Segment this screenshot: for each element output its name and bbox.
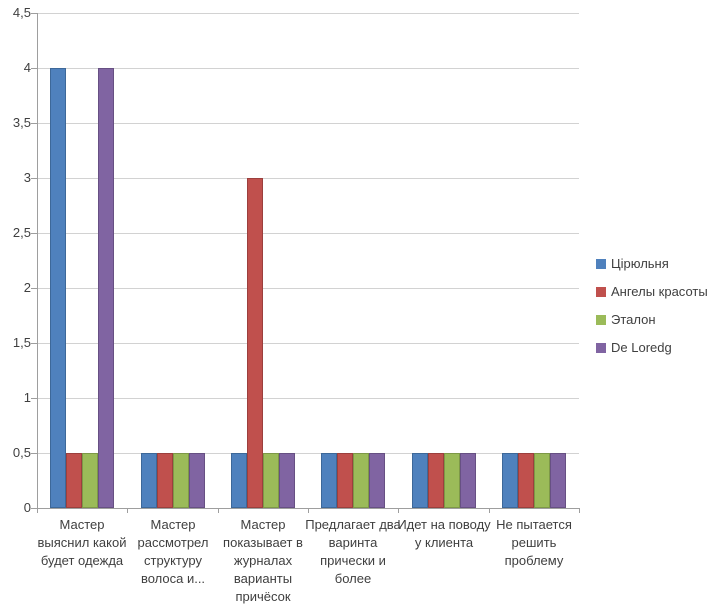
y-tick xyxy=(31,68,37,69)
y-tick xyxy=(31,398,37,399)
y-tick-label: 1,5 xyxy=(12,335,31,350)
bar-De Loredg-cat5 xyxy=(460,453,476,508)
x-tick xyxy=(489,508,490,513)
x-tick xyxy=(37,508,38,513)
plot-area xyxy=(37,13,579,508)
bar-Эталон-cat3 xyxy=(263,453,279,508)
y-tick xyxy=(31,343,37,344)
x-category-label: Идет на поводу у клиента xyxy=(397,517,491,550)
x-tick xyxy=(308,508,309,513)
legend-swatch-De Loredg xyxy=(596,342,606,353)
bar-De Loredg-cat3 xyxy=(279,453,295,508)
legend: Цірюльня Ангелы красоты Эталон De Loredg xyxy=(596,254,708,366)
bar-Цірюльня-cat2 xyxy=(141,453,157,508)
x-tick xyxy=(218,508,219,513)
bar-Ангелы красоты-cat2 xyxy=(157,453,173,508)
legend-item: Цірюльня xyxy=(596,254,708,273)
y-tick xyxy=(31,453,37,454)
x-category-label: Предлагает два варинта прически и более xyxy=(305,517,401,586)
bar-Ангелы красоты-cat5 xyxy=(428,453,444,508)
y-tick-label: 0 xyxy=(23,500,31,515)
bar-Цірюльня-cat3 xyxy=(231,453,247,508)
bar-Цірюльня-cat6 xyxy=(502,453,518,508)
bar-Ангелы красоты-cat3 xyxy=(247,178,263,508)
gridline xyxy=(37,288,579,289)
legend-item: De Loredg xyxy=(596,338,708,357)
legend-swatch-Эталон xyxy=(596,314,606,325)
y-tick xyxy=(31,178,37,179)
y-tick xyxy=(31,123,37,124)
y-tick-label: 2 xyxy=(23,280,31,295)
legend-label: Ангелы красоты xyxy=(611,284,708,299)
legend-item: Ангелы красоты xyxy=(596,282,708,301)
legend-label: De Loredg xyxy=(611,340,672,355)
y-tick-label: 1 xyxy=(23,390,31,405)
bar-Эталон-cat5 xyxy=(444,453,460,508)
bar-Эталон-cat1 xyxy=(82,453,98,508)
legend-swatch-Ангелы красоты xyxy=(596,286,606,297)
x-tick xyxy=(579,508,580,513)
y-tick xyxy=(31,233,37,234)
bar-Цірюльня-cat4 xyxy=(321,453,337,508)
gridline xyxy=(37,13,579,14)
bar-Ангелы красоты-cat6 xyxy=(518,453,534,508)
bar-De Loredg-cat2 xyxy=(189,453,205,508)
gridline xyxy=(37,68,579,69)
gridline xyxy=(37,453,579,454)
y-tick-label: 3,5 xyxy=(12,115,31,130)
legend-label: Цірюльня xyxy=(611,256,669,271)
gridline xyxy=(37,343,579,344)
gridline xyxy=(37,233,579,234)
legend-item: Эталон xyxy=(596,310,708,329)
x-category-label: Мастер рассмотрел структуру волоса и... xyxy=(137,517,209,586)
y-tick-label: 4,5 xyxy=(12,5,31,20)
y-tick xyxy=(31,508,37,509)
y-tick xyxy=(31,13,37,14)
x-category-label: Мастер выяснил какой будет одежда xyxy=(37,517,127,568)
bar-Цірюльня-cat1 xyxy=(50,68,66,508)
bar-Ангелы красоты-cat1 xyxy=(66,453,82,508)
x-category-label: Мастер показывает в журналах варианты причёс… xyxy=(223,517,303,604)
gridline xyxy=(37,123,579,124)
bar-Ангелы красоты-cat4 xyxy=(337,453,353,508)
bar-Эталон-cat6 xyxy=(534,453,550,508)
x-category-label: Не пытается решить проблему xyxy=(496,517,572,568)
x-tick xyxy=(127,508,128,513)
y-axis-line xyxy=(37,13,38,508)
y-tick-label: 2,5 xyxy=(12,225,31,240)
legend-swatch-Цірюльня xyxy=(596,258,606,269)
y-tick-label: 3 xyxy=(23,170,31,185)
bar-Эталон-cat4 xyxy=(353,453,369,508)
bar-Эталон-cat2 xyxy=(173,453,189,508)
gridline xyxy=(37,398,579,399)
bar-Цірюльня-cat5 xyxy=(412,453,428,508)
y-tick-label: 4 xyxy=(23,60,31,75)
bar-De Loredg-cat4 xyxy=(369,453,385,508)
x-tick xyxy=(398,508,399,513)
bar-De Loredg-cat6 xyxy=(550,453,566,508)
legend-label: Эталон xyxy=(611,312,656,327)
bar-De Loredg-cat1 xyxy=(98,68,114,508)
y-tick xyxy=(31,288,37,289)
gridline xyxy=(37,178,579,179)
y-tick-label: 0,5 xyxy=(12,445,31,460)
